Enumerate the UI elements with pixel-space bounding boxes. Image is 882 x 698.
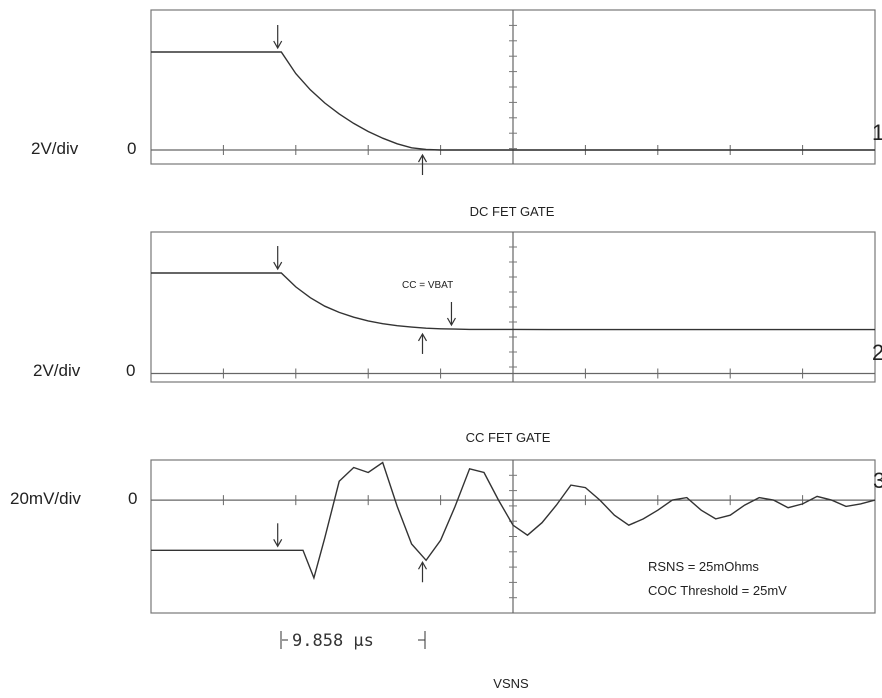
down-arrow-marker [273,246,283,271]
y-scale-label-3: 20mV/div [10,489,81,508]
y-scale-label-1: 2V/div [31,139,79,158]
up-arrow-marker [417,153,428,176]
trace-cc-fet-gate [151,272,875,331]
up-arrow-marker [417,561,428,583]
chart-title-1: DC FET GATE [470,204,555,219]
markers-2 [273,246,456,354]
graticule-1 [151,10,875,164]
zero-label-1: 0 [127,139,136,158]
annotation-cc-vbat: CC = VBAT [402,280,453,291]
trace-dc-fet-gate [151,51,875,151]
annotation-rsns: RSNS = 25mOhms [648,559,759,574]
markers-3 [273,523,428,583]
chart-title-3: VSNS [493,676,529,691]
channel-label-2: 2 [872,340,882,365]
markers-1 [273,25,428,176]
zero-label-2: 0 [126,361,135,380]
zero-label-3: 0 [128,489,137,508]
up-arrow-marker [417,332,428,354]
channel-label-1: 1 [872,120,882,145]
time-cursor-value: 9.858 µs [292,631,374,651]
annotation-coc-threshold: COC Threshold = 25mV [648,583,787,598]
time-cursor: 9.858 µs [280,631,426,651]
graticule-2 [151,232,875,382]
channel-label-3: 3 [873,468,882,493]
down-arrow-marker [273,25,283,50]
trace-vsns [151,461,876,581]
y-scale-label-2: 2V/div [33,361,81,380]
chart-title-2: CC FET GATE [466,430,551,445]
down-arrow-marker [273,523,283,548]
down-arrow-marker [446,302,456,327]
